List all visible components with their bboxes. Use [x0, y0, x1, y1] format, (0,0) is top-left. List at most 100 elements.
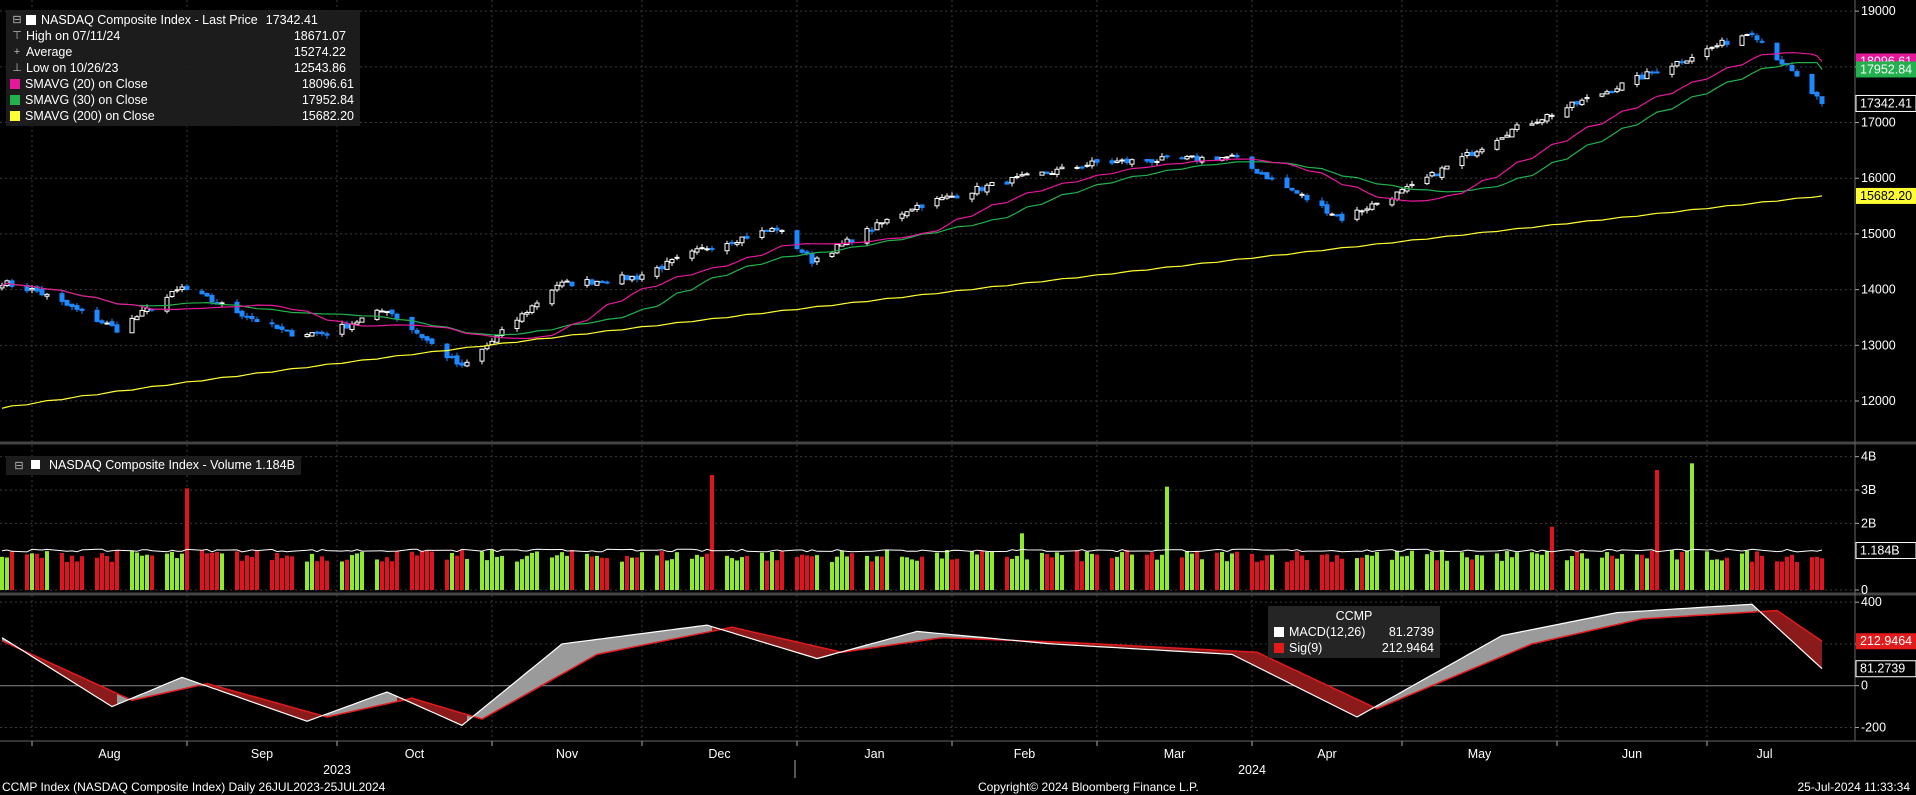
macd-fill-segment	[1467, 652, 1472, 672]
legend-value: 17952.84	[301, 93, 354, 107]
macd-fill-segment	[1777, 610, 1782, 632]
candle-body	[64, 299, 70, 306]
candle-body	[104, 322, 110, 325]
volume-bar	[1125, 549, 1129, 590]
macd-fill-segment	[282, 704, 287, 715]
volume-bar	[850, 553, 854, 590]
volume-bar	[530, 552, 534, 590]
candle-body	[1009, 176, 1015, 184]
candle-body	[414, 329, 420, 334]
volume-bar	[1615, 558, 1619, 590]
price-tick-label: 17000	[1861, 116, 1896, 130]
volume-bar	[1050, 557, 1054, 590]
price-tick-label: 15000	[1861, 227, 1896, 241]
x-month-label: Sep	[251, 747, 273, 761]
macd-fill-segment	[1547, 625, 1552, 641]
volume-bar	[460, 549, 464, 590]
macd-fill-segment	[117, 693, 132, 705]
volume-bar	[1545, 551, 1549, 590]
candle-body	[464, 361, 470, 367]
candle-body	[204, 293, 210, 297]
volume-bar	[395, 551, 399, 590]
volume-collapse-icon[interactable]: ⊟	[14, 460, 24, 472]
candle-body	[954, 195, 960, 199]
candle-body	[344, 323, 350, 329]
macd-fill-segment	[522, 672, 527, 697]
candle-body	[1569, 101, 1575, 108]
candle-body	[564, 280, 570, 283]
volume-bar	[670, 559, 674, 590]
volume-bar	[1445, 560, 1449, 590]
footer-copyright: Copyright© 2024 Bloomberg Finance L.P.	[978, 780, 1199, 794]
volume-bar	[445, 559, 449, 590]
volume-bar	[1495, 553, 1499, 590]
volume-bar	[780, 550, 784, 590]
price-value-label-box	[1855, 94, 1916, 112]
macd-fill-segment	[662, 630, 667, 642]
candle-body	[529, 305, 535, 313]
macd-fill-segment	[382, 691, 387, 705]
macd-fill-segment	[1607, 613, 1612, 627]
volume-bar	[1820, 558, 1824, 590]
footer-bar: CCMP Index (NASDAQ Composite Index) Dail…	[0, 779, 1916, 795]
price-tick-label: 12000	[1861, 394, 1896, 408]
volume-bar	[285, 555, 289, 590]
macd-fill-segment	[632, 634, 637, 648]
candle-body	[354, 321, 360, 325]
candle-body	[1619, 82, 1625, 91]
macd-fill-segment	[602, 638, 607, 654]
volume-bar	[1340, 558, 1344, 590]
volume-legend: ⊟ NASDAQ Composite Index - Volume 1.184B	[6, 456, 301, 475]
candle-body	[314, 331, 320, 334]
legend-title-value: 17342.41	[265, 13, 318, 27]
volume-bar	[1235, 551, 1239, 590]
macd-fill-segment	[47, 661, 62, 676]
macd-fill-segment	[1432, 672, 1437, 686]
volume-bar	[1145, 554, 1149, 590]
candle-body	[1474, 151, 1480, 157]
macd-fill-segment	[182, 677, 187, 690]
candle-body	[384, 310, 390, 314]
macd-fill-segment	[737, 628, 742, 636]
candle-body	[1339, 213, 1345, 221]
macd-value: 81.2739	[1388, 625, 1434, 639]
volume-bar	[1285, 561, 1289, 590]
candle-body	[1354, 209, 1360, 220]
macd-fill-segment	[167, 681, 172, 693]
candle-body	[724, 243, 730, 252]
candle-body	[254, 319, 260, 323]
volume-bar	[40, 557, 44, 590]
volume-bar	[765, 560, 769, 590]
volume-bar	[810, 556, 814, 590]
candle-body	[174, 289, 180, 292]
volume-bar	[635, 557, 639, 590]
candle-body	[304, 334, 310, 338]
volume-bar	[590, 556, 594, 590]
candle-body	[1409, 183, 1415, 187]
legend-item-sma200: SMAVG (200) on Close 15682.20	[10, 108, 354, 124]
macd-value-label: 212.9464	[1856, 633, 1916, 650]
volume-bar	[1430, 551, 1434, 590]
volume-bar	[625, 555, 629, 590]
candle-body	[1189, 155, 1195, 158]
macd-fill-segment	[587, 640, 592, 661]
legend-collapse-icon[interactable]: ⊟	[12, 14, 22, 26]
volume-bar	[1270, 554, 1274, 590]
macd-fill-segment	[447, 708, 452, 721]
macd-fill-segment	[1497, 635, 1502, 659]
macd-fill-segment	[112, 691, 117, 707]
price-tick-label: 19000	[1861, 4, 1896, 18]
candle-body	[379, 310, 385, 313]
volume-bar	[1795, 561, 1799, 590]
candle-body	[734, 242, 740, 245]
macd-fill-segment	[742, 629, 747, 638]
volume-bar	[80, 556, 84, 590]
price-tick-label: 14000	[1861, 283, 1896, 297]
candle-body	[1024, 173, 1030, 176]
legend-item-high: ⊤ High on 07/11/24 18671.07	[10, 28, 354, 44]
macd-fill-segment	[42, 659, 47, 666]
macd-fill-segment	[907, 632, 912, 643]
volume-bar	[760, 552, 764, 590]
volume-bar	[1680, 551, 1684, 590]
